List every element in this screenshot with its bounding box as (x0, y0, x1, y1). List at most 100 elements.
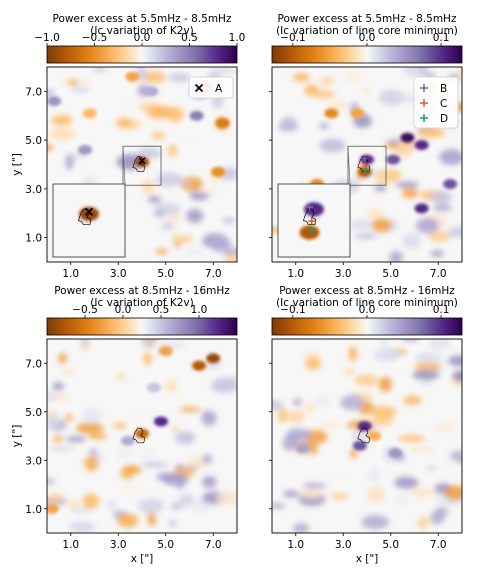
texture-blob (181, 462, 196, 468)
x-axis-label: x ["] (356, 553, 379, 565)
heatmap-feature (388, 447, 403, 458)
texture-blob (286, 410, 305, 424)
texture-blob (378, 89, 406, 106)
x-tick-label: 3.0 (335, 539, 352, 551)
heatmap-feature (414, 140, 429, 150)
axes-frame (46, 66, 238, 263)
heatmap-feature (295, 443, 310, 454)
texture-blob (147, 511, 156, 527)
texture-blob (82, 493, 99, 510)
texture-blob (394, 476, 419, 489)
colorbar-tick-label: 1.0 (191, 304, 208, 316)
texture-blob (136, 148, 162, 159)
texture-blob (67, 80, 78, 86)
texture-blob (417, 67, 428, 75)
texture-blob (412, 487, 435, 499)
texture-blob (116, 117, 132, 127)
texture-blob (330, 476, 348, 481)
texture-blob (156, 248, 168, 255)
heatmap-feature (357, 421, 372, 432)
colorbar (46, 317, 238, 336)
colorbar (271, 45, 463, 64)
texture-blob (58, 352, 67, 364)
heatmap-feature (215, 118, 230, 129)
texture-blob (277, 407, 288, 423)
texture-blob (171, 426, 180, 433)
colorbar-tick-label: 0.0 (359, 304, 376, 316)
legend-label: A (215, 83, 223, 95)
axes-frame (46, 338, 238, 534)
x-tick-label: 1.0 (287, 539, 304, 551)
legend-label: C (440, 98, 447, 110)
texture-blob (340, 394, 364, 411)
marker-D (362, 167, 369, 174)
texture-blob (83, 176, 97, 184)
zoom-connector (122, 146, 126, 185)
texture-blob (88, 433, 108, 440)
texture-blob (76, 422, 104, 434)
texture-blob (312, 90, 336, 99)
texture-blob (314, 396, 331, 408)
texture-blob (54, 393, 70, 402)
heatmap-feature (367, 431, 382, 441)
x-tick-label: 5.0 (382, 539, 399, 551)
panel-title: Power excess at 5.5mHz - 8.5mHz (278, 13, 457, 25)
texture-blob (306, 357, 322, 370)
texture-blob (49, 446, 76, 451)
texture-blob (70, 87, 91, 92)
texture-blob (202, 454, 213, 465)
texture-blob (439, 149, 462, 166)
panel-subtitle: (Ic variation of line core minimum) (276, 297, 458, 309)
heatmap-features (47, 346, 221, 514)
contour (357, 155, 371, 172)
texture-blob (344, 69, 364, 83)
heatmap-feature (443, 179, 458, 189)
texture-blob (383, 175, 401, 180)
texture-blob (299, 489, 323, 499)
texture-blob (47, 144, 54, 152)
heatmap-feature (146, 382, 161, 393)
texture-blob (229, 375, 237, 382)
heatmap (47, 339, 237, 533)
texture-blob (430, 250, 445, 257)
texture-blob (349, 449, 358, 458)
inset-feature (299, 225, 320, 240)
contour (132, 427, 146, 444)
texture-blob (373, 348, 401, 362)
heatmap-feature (47, 503, 59, 514)
texture-blob (134, 449, 156, 460)
heatmap-feature (357, 166, 372, 177)
texture-blob (92, 67, 106, 72)
texture-blob (65, 154, 74, 170)
texture-blob (52, 435, 64, 443)
texture-blob (412, 370, 440, 380)
texture-blob (427, 465, 436, 472)
heatmap-feature (360, 154, 374, 165)
texture-blob (216, 490, 237, 506)
texture-blob (69, 506, 92, 514)
texture-blob (434, 460, 460, 466)
panel-2: Power excess at 5.5mHz - 8.5mHz(Ic varia… (269, 13, 463, 280)
texture-blob (147, 196, 162, 203)
texture-blob (141, 461, 168, 468)
texture-blob (378, 376, 392, 392)
x-tick-label: 5.0 (157, 268, 174, 280)
colorbar-tick-label: 0.0 (359, 32, 376, 44)
texture-blob (204, 360, 222, 369)
heatmap-feature (82, 108, 97, 119)
texture-blob (202, 476, 217, 489)
x-tick-label: 1.0 (62, 268, 79, 280)
legend-label: D (440, 113, 448, 125)
texture-blob (184, 248, 203, 255)
texture-blob (164, 380, 178, 393)
texture-blob (395, 181, 420, 188)
contour (132, 155, 146, 172)
inset-frame (52, 183, 126, 258)
texture-blob (361, 514, 390, 530)
texture-blob (121, 465, 142, 475)
texture-blob (52, 382, 64, 391)
texture-blob (428, 339, 452, 351)
texture-blob (348, 345, 358, 362)
texture-blob (374, 184, 387, 192)
texture-blob (145, 105, 172, 120)
